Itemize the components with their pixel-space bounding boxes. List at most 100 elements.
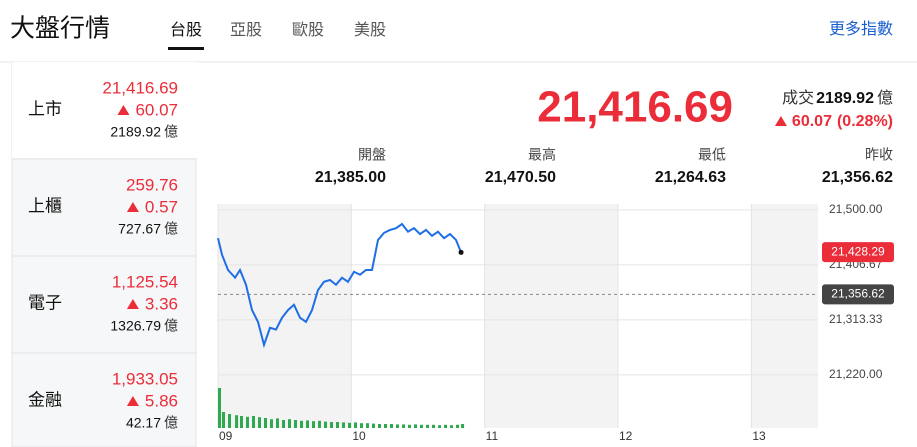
price-line — [217, 222, 462, 349]
volume-bar — [228, 414, 231, 428]
volume-bar — [324, 421, 327, 428]
index-change: 0.57 — [145, 197, 178, 216]
volume-label: 成交 — [782, 89, 814, 107]
volume-bar — [426, 424, 429, 428]
session-band — [484, 204, 618, 428]
last-point — [458, 249, 464, 255]
volume-bar — [318, 420, 321, 428]
volume-unit: 億 — [877, 89, 893, 107]
volume-bar — [348, 422, 351, 428]
session-band — [751, 204, 818, 428]
index-change: 3.36 — [145, 294, 178, 313]
tab[interactable]: 美股 — [354, 21, 386, 39]
index-change: 60.07 — [135, 100, 178, 119]
volume-bar — [396, 424, 399, 428]
volume-bar — [342, 422, 345, 428]
quote-price: 21,416.69 — [537, 83, 733, 132]
volume-unit: 億 — [164, 415, 178, 431]
index-volume: 2189.92 — [110, 124, 161, 140]
volume-bar — [258, 417, 261, 428]
index-name[interactable]: 上櫃 — [28, 196, 62, 215]
volume-bar — [366, 423, 369, 428]
volume-bar — [444, 424, 447, 428]
volume-bar — [218, 388, 221, 428]
index-name[interactable]: 上市 — [28, 99, 62, 118]
volume-bar — [456, 424, 459, 428]
session-band — [351, 204, 485, 428]
quote-volume: 2189.92 — [816, 90, 874, 107]
change-pct: (0.28%) — [837, 113, 893, 130]
volume-bar — [360, 423, 363, 428]
index-change: 5.86 — [145, 391, 178, 410]
volume-bar — [330, 422, 333, 428]
index-volume: 727.67 — [118, 221, 161, 237]
stat-label: 開盤 — [358, 147, 386, 163]
index-name[interactable]: 金融 — [28, 390, 62, 409]
volume-bar — [264, 418, 267, 428]
index-name[interactable]: 電子 — [28, 293, 62, 312]
volume-bar — [432, 424, 435, 428]
y-tick-label: 21,313.33 — [829, 312, 883, 326]
volume-bar — [438, 425, 441, 428]
reference-badge — [822, 284, 894, 305]
up-arrow — [774, 116, 787, 126]
stat-value: 21,385.00 — [315, 169, 386, 186]
volume-bar — [306, 420, 309, 428]
index-volume: 1326.79 — [110, 318, 161, 334]
tab-underline — [168, 47, 204, 50]
x-tick-label: 09 — [219, 429, 233, 443]
stat-label: 最低 — [698, 147, 726, 163]
tab[interactable]: 亞股 — [230, 21, 262, 39]
volume-bar — [300, 420, 303, 428]
volume-bar — [240, 416, 243, 428]
volume-unit: 億 — [164, 221, 178, 237]
stat-value: 21,356.62 — [822, 169, 893, 186]
index-price: 1,933.05 — [112, 369, 178, 388]
x-tick-label: 13 — [752, 429, 766, 443]
volume-bar — [336, 422, 339, 428]
volume-bar — [354, 422, 357, 428]
up-arrow — [117, 105, 130, 115]
session-band — [618, 204, 752, 428]
stat-label: 最高 — [528, 147, 556, 163]
volume-unit: 億 — [164, 318, 178, 334]
x-tick-label: 10 — [352, 429, 366, 443]
volume-bar — [270, 419, 273, 428]
volume-bar — [461, 424, 465, 428]
up-arrow — [126, 299, 139, 309]
tab[interactable]: 歐股 — [292, 21, 324, 39]
volume-bar — [288, 419, 291, 428]
volume-bar — [252, 416, 255, 428]
volume-bar — [450, 425, 453, 428]
stat-label: 昨收 — [865, 147, 893, 163]
y-tick-label: 21,500.00 — [829, 202, 883, 216]
volume-bar — [312, 421, 315, 428]
session-band — [218, 204, 352, 428]
volume-bar — [246, 416, 249, 428]
index-price: 1,125.54 — [112, 272, 178, 291]
more-link[interactable]: 更多指數 — [829, 20, 893, 38]
tab[interactable]: 台股 — [170, 21, 202, 39]
up-arrow — [126, 202, 139, 212]
volume-unit: 億 — [164, 124, 178, 140]
reference-label: 21,356.62 — [831, 287, 885, 301]
volume-bar — [390, 424, 393, 428]
page-title: 大盤行情 — [10, 15, 110, 43]
index-price: 259.76 — [126, 175, 178, 194]
up-arrow — [126, 396, 139, 406]
quote-change: 60.07 — [792, 113, 832, 130]
index-price: 21,416.69 — [102, 78, 178, 97]
volume-bar — [414, 424, 417, 428]
stat-value: 21,470.50 — [485, 169, 556, 186]
sidebar-selected — [12, 62, 197, 158]
volume-bar — [282, 420, 285, 428]
volume-bar — [235, 415, 239, 428]
x-tick-label: 11 — [486, 429, 499, 443]
volume-bar — [420, 424, 423, 428]
volume-bar — [408, 424, 411, 428]
last-label: 21,428.29 — [831, 244, 885, 258]
y-tick-label: 21,220.00 — [829, 367, 883, 381]
volume-bar — [222, 412, 225, 428]
volume-bar — [384, 424, 387, 428]
